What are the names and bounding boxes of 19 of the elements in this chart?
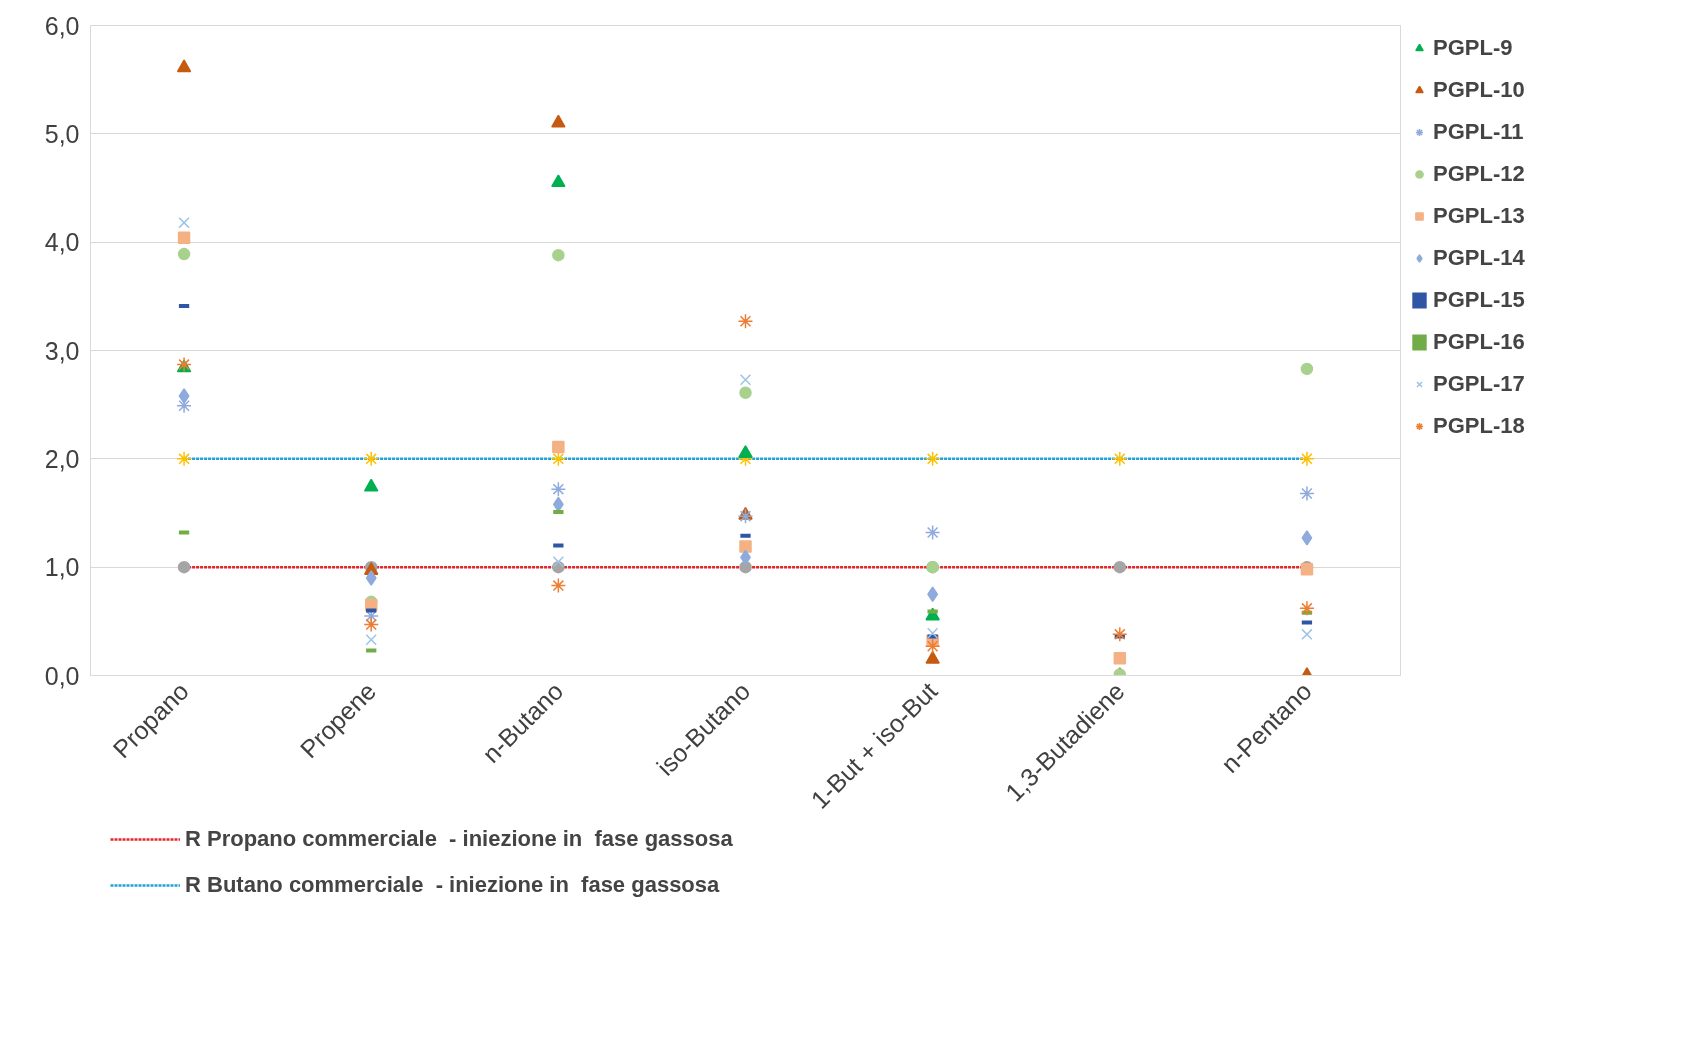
y-tick-label: 3,0: [44, 336, 80, 365]
y-tick-label: 5,0: [44, 119, 80, 148]
y-tick-label: 1,0: [44, 553, 80, 582]
legend-label: PGPL-18: [1433, 413, 1525, 439]
legend-label: PGPL-16: [1433, 329, 1525, 355]
legend-label: PGPL-11: [1433, 119, 1524, 145]
y-tick-label: 2,0: [44, 444, 80, 473]
legend-label: PGPL-13: [1433, 203, 1525, 229]
y-tick-label: 0,0: [44, 661, 80, 690]
legend-label: PGPL-15: [1433, 287, 1525, 313]
legend-label: PGPL-17: [1433, 371, 1525, 397]
legend-label: PGPL-14: [1433, 245, 1525, 271]
legend-label: PGPL-12: [1433, 161, 1525, 187]
y-tick-label: 4,0: [44, 228, 80, 257]
legend-label: R Propano commerciale - iniezione in fase gassosa: [185, 826, 733, 852]
y-tick-label: 6,0: [44, 11, 80, 40]
legend-label: R Butano commerciale - iniezione in fase gassosa: [185, 872, 720, 898]
legend-label: PGPL-9: [1433, 35, 1513, 61]
legend-label: PGPL-10: [1433, 77, 1525, 103]
